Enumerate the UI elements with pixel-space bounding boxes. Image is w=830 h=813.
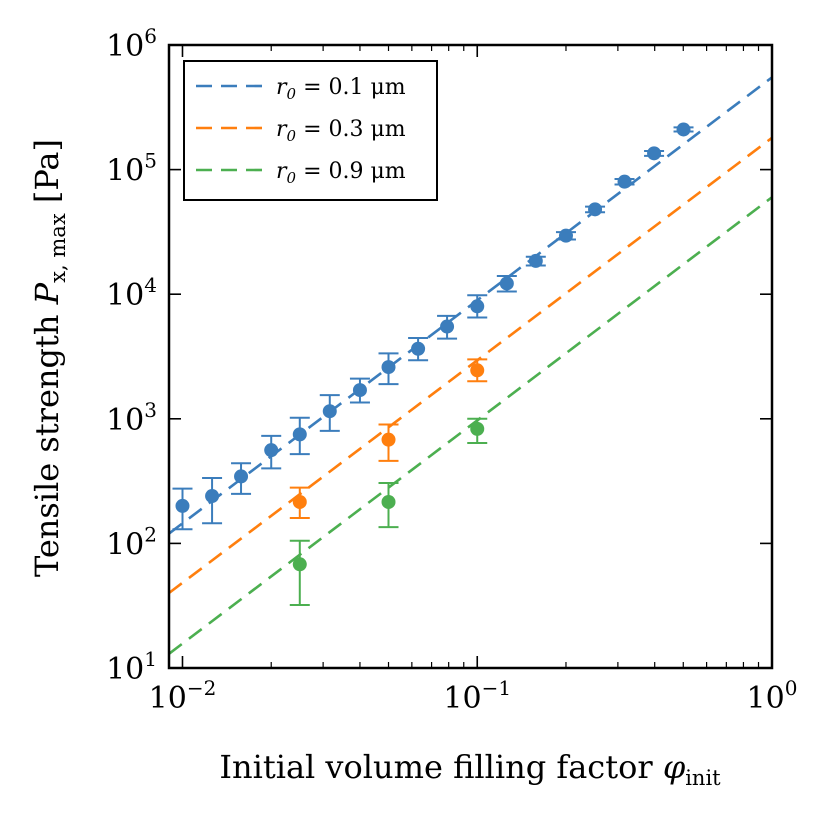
data-point <box>558 228 573 243</box>
data-point <box>647 146 662 161</box>
y-tick-label: 101 <box>106 647 157 687</box>
x-tick-label: 100 <box>747 676 798 716</box>
legend-label-value: = 0.9 μm <box>296 159 406 184</box>
y-tick-label-base: 10 <box>106 278 144 313</box>
data-point <box>470 363 485 378</box>
y-tick-label: 104 <box>106 273 157 313</box>
x-tick-label-exponent: −1 <box>482 676 511 700</box>
x-tick-label-base: 10 <box>443 681 481 716</box>
x-tick-label-base: 10 <box>149 681 187 716</box>
y-axis-label-unit: [Pa] <box>28 139 66 213</box>
data-point <box>292 427 307 442</box>
fit-line <box>168 136 773 595</box>
y-tick-label-base: 10 <box>106 527 144 562</box>
y-tick-label: 106 <box>106 24 157 64</box>
y-axis-label: Tensile strength Px, max [Pa] <box>28 139 70 577</box>
data-point <box>588 202 603 217</box>
x-tick-label: 10−2 <box>149 676 217 716</box>
y-tick-label-exponent: 2 <box>144 522 157 546</box>
data-point <box>292 494 307 509</box>
y-tick-label-exponent: 4 <box>144 273 157 297</box>
y-axis-label-main: Tensile strength <box>28 304 66 577</box>
legend-label-sub: 0 <box>287 169 297 187</box>
x-tick-label-base: 10 <box>747 681 785 716</box>
y-tick-label-base: 10 <box>106 154 144 189</box>
y-tick-label: 102 <box>106 522 157 562</box>
data-point <box>322 404 337 419</box>
x-tick-label-exponent: 0 <box>785 676 798 700</box>
y-tick-label-base: 10 <box>106 29 144 64</box>
data-point <box>352 383 367 398</box>
y-tick-label-base: 10 <box>106 652 144 687</box>
legend-box <box>183 60 438 201</box>
y-axis-label-symbol: P <box>28 282 66 305</box>
legend-label-symbol: r <box>276 117 288 142</box>
data-point <box>411 341 426 356</box>
y-tick-label-exponent: 1 <box>144 647 157 671</box>
y-tick-label-exponent: 5 <box>144 149 157 173</box>
x-axis-label: Initial volume filling factor φinit <box>219 748 721 790</box>
legend-label-sub: 0 <box>287 127 297 145</box>
data-points <box>175 122 691 572</box>
legend-label: r0 = 0.1 μm <box>276 75 406 103</box>
x-axis-label-sub: init <box>685 766 721 790</box>
y-axis-label-sub: x, max <box>46 213 70 283</box>
fit-line <box>168 196 773 655</box>
x-tick-labels: 10−2 10−1 100 <box>149 676 798 716</box>
data-point <box>528 253 543 268</box>
legend-label: r0 = 0.9 μm <box>276 159 406 187</box>
data-point <box>470 421 485 436</box>
legend-label-symbol: r <box>276 159 288 184</box>
plot-frame <box>167 43 774 670</box>
data-point <box>676 122 691 137</box>
y-tick-label: 105 <box>106 149 157 189</box>
legend-label-value: = 0.3 μm <box>296 117 406 142</box>
data-point <box>499 276 514 291</box>
y-tick-label: 103 <box>106 398 157 438</box>
data-point <box>440 319 455 334</box>
data-point <box>292 557 307 572</box>
y-tick-label-exponent: 6 <box>144 24 157 48</box>
x-axis-label-symbol: φ <box>663 748 686 786</box>
x-tick-label: 10−1 <box>443 676 511 716</box>
y-tick-label-base: 10 <box>106 403 144 438</box>
data-point <box>205 489 220 504</box>
data-point <box>264 443 279 458</box>
legend-label: r0 = 0.3 μm <box>276 117 406 145</box>
data-point <box>381 494 396 509</box>
data-point <box>175 498 190 513</box>
axis-ticks <box>168 44 773 669</box>
x-axis-label-main: Initial volume filling factor <box>219 748 662 786</box>
data-point <box>381 360 396 375</box>
x-tick-label-exponent: −2 <box>187 676 216 700</box>
data-point <box>381 432 396 447</box>
legend-label-sub: 0 <box>287 85 297 103</box>
data-point <box>617 174 632 189</box>
data-point <box>234 469 249 484</box>
legend-label-symbol: r <box>276 75 288 100</box>
y-tick-label-exponent: 3 <box>144 398 157 422</box>
data-point <box>470 299 485 314</box>
legend-label-value: = 0.1 μm <box>296 75 406 100</box>
